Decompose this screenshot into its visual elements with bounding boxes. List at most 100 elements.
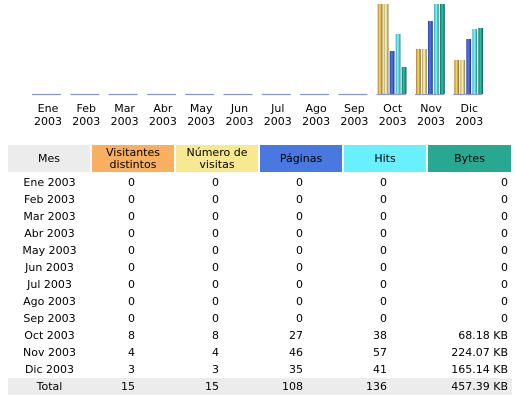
cell-hits: 0 (380, 176, 387, 189)
bar-paginas-dic (466, 39, 472, 94)
table-row: Dic 2003 3 3 35 41 165.14 KB (8, 361, 512, 378)
bar-bytes-oct (401, 67, 407, 94)
year-label-feb: 2003 (72, 115, 100, 128)
bar-bytes-nov (440, 4, 445, 94)
table-row: Ene 2003 0 0 0 0 0 (8, 173, 512, 191)
cell-hits: 0 (380, 193, 387, 206)
year-label-jun: 2003 (226, 115, 254, 128)
month-label-jun: Jun (230, 102, 248, 115)
cell-numero-de-visitas: 0 (212, 193, 219, 206)
bar-visitantes-distintos-dic (454, 60, 460, 94)
total-cell-visitantes-distintos: 15 (91, 378, 175, 395)
cell-hits: 0 (380, 295, 387, 308)
cell-visitantes-distintos: 8 (128, 329, 135, 342)
cell-numero-de-visitas: 0 (212, 244, 219, 257)
column-header-paginas: Páginas (259, 145, 344, 174)
cell-paginas: 0 (296, 176, 303, 189)
cell-bytes: 0 (501, 295, 508, 308)
month-label-mar: Mar (114, 102, 135, 115)
cell-visitantes-distintos: 0 (128, 193, 135, 206)
cell-mes: Mar 2003 (23, 210, 76, 223)
cell-hits: 0 (380, 261, 387, 274)
cell-numero-de-visitas: 0 (212, 227, 219, 240)
table-row: May 2003 0 0 0 0 0 (8, 242, 512, 259)
year-label-abr: 2003 (149, 115, 177, 128)
cell-bytes: 0 (501, 210, 508, 223)
cell-mes: Oct 2003 (24, 329, 75, 342)
cell-visitantes-distintos: 0 (128, 312, 135, 325)
month-label-dic: Dic (461, 102, 479, 115)
bar-visitantes-distintos-nov (416, 49, 421, 94)
year-label-dic: 2003 (455, 115, 483, 128)
cell-bytes: 0 (501, 176, 508, 189)
month-label-abr: Abr (153, 102, 173, 115)
monthly-history-chart: Ene2003Feb2003Mar2003Abr2003May2003Jun20… (32, 4, 483, 128)
cell-mes: Nov 2003 (23, 346, 76, 359)
cell-visitantes-distintos: 0 (128, 295, 135, 308)
year-label-sep: 2003 (340, 115, 368, 128)
table-row: Abr 2003 0 0 0 0 0 (8, 225, 512, 242)
column-header-numero-de-visitas: Número de visitas (175, 145, 260, 174)
cell-visitantes-distintos: 0 (128, 176, 135, 189)
cell-paginas: 0 (296, 295, 303, 308)
cell-mes: Jun 2003 (25, 261, 74, 274)
cell-hits: 0 (380, 227, 387, 240)
monthly-stats-table: Mes Visitantes distintos Número de visitas Pá… (8, 145, 513, 395)
cell-mes: Sep 2003 (23, 312, 76, 325)
month-label-feb: Feb (77, 102, 96, 115)
bar-hits-dic (472, 29, 478, 94)
month-label-oct: Oct (383, 102, 403, 115)
cell-paginas: 27 (289, 329, 303, 342)
cell-numero-de-visitas: 0 (212, 261, 219, 274)
year-label-ago: 2003 (302, 115, 330, 128)
cell-bytes: 0 (501, 227, 508, 240)
table-row: Mar 2003 0 0 0 0 0 (8, 208, 512, 225)
cell-numero-de-visitas: 0 (212, 312, 219, 325)
cell-visitantes-distintos: 0 (128, 244, 135, 257)
month-label-ago: Ago (305, 102, 327, 115)
cell-mes: Dic 2003 (24, 363, 75, 376)
cell-bytes: 0 (501, 261, 508, 274)
year-label-oct: 2003 (379, 115, 407, 128)
cell-hits: 0 (380, 278, 387, 291)
table-row: Ago 2003 0 0 0 0 0 (8, 293, 512, 310)
year-label-ene: 2003 (34, 115, 62, 128)
cell-mes: Ago 2003 (23, 295, 76, 308)
cell-visitantes-distintos: 0 (128, 210, 135, 223)
total-cell-numero-de-visitas: 15 (175, 378, 259, 395)
table-header-row: Mes Visitantes distintos Número de visitas Pá… (8, 145, 513, 174)
cell-mes: Jul 2003 (27, 278, 72, 291)
total-cell-mes: Total (8, 378, 91, 395)
cell-paginas: 35 (289, 363, 303, 376)
cell-bytes: 68.18 KB (458, 329, 508, 342)
bar-numero-de-visitas-oct (383, 4, 389, 94)
cell-numero-de-visitas: 0 (212, 278, 219, 291)
year-label-mar: 2003 (111, 115, 139, 128)
column-header-bytes: Bytes (427, 145, 513, 174)
bar-visitantes-distintos-oct (377, 4, 383, 94)
table-row: Nov 2003 4 4 46 57 224.07 KB (8, 344, 512, 361)
cell-numero-de-visitas: 8 (212, 329, 219, 342)
bar-hits-nov (434, 4, 439, 94)
cell-mes: Feb 2003 (24, 193, 75, 206)
cell-hits: 57 (373, 346, 387, 359)
cell-numero-de-visitas: 0 (212, 176, 219, 189)
bar-paginas-oct (389, 51, 395, 94)
cell-bytes: 0 (501, 244, 508, 257)
cell-numero-de-visitas: 4 (212, 346, 219, 359)
column-header-hits: Hits (343, 145, 428, 174)
month-label-may: May (190, 102, 213, 115)
cell-hits: 41 (373, 363, 387, 376)
cell-paginas: 0 (296, 193, 303, 206)
cell-paginas: 0 (296, 261, 303, 274)
cell-paginas: 46 (289, 346, 303, 359)
month-label-sep: Sep (344, 102, 365, 115)
cell-mes: Ene 2003 (23, 176, 76, 189)
month-label-jul: Jul (270, 102, 284, 115)
cell-hits: 0 (380, 210, 387, 223)
total-cell-hits: 136 (343, 378, 427, 395)
cell-visitantes-distintos: 4 (128, 346, 135, 359)
cell-paginas: 0 (296, 244, 303, 257)
table-row: Feb 2003 0 0 0 0 0 (8, 191, 512, 208)
cell-hits: 0 (380, 312, 387, 325)
